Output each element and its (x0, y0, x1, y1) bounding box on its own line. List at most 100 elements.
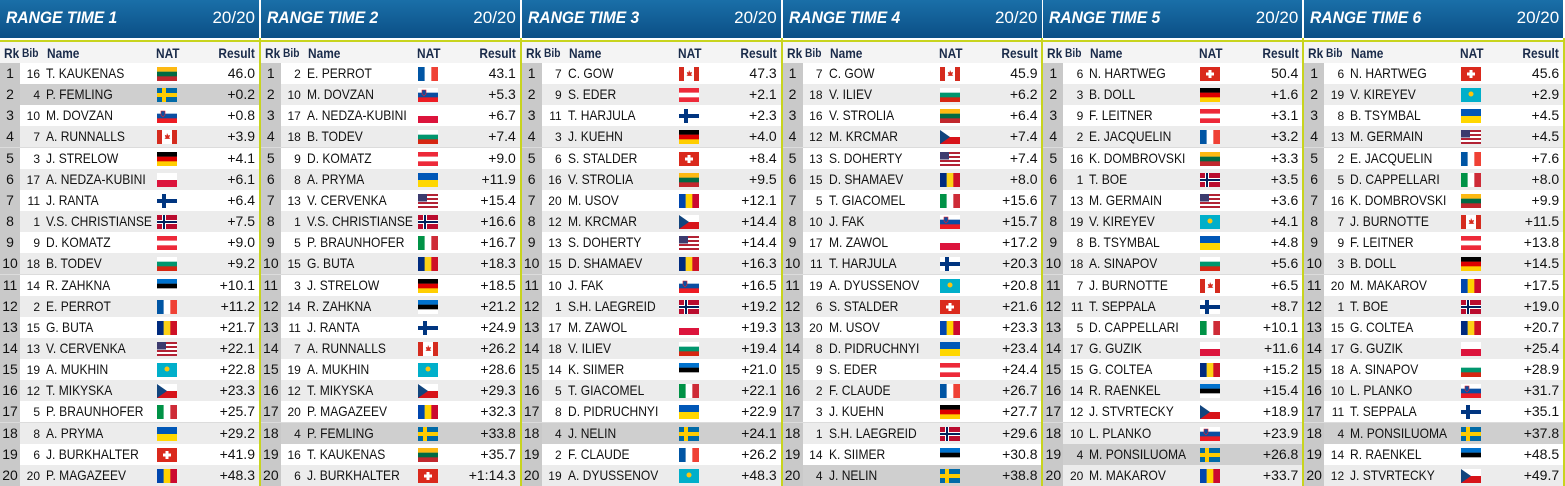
panel-header: RANGE TIME 5 20/20 (1043, 0, 1303, 38)
column-label: Rk (1047, 45, 1063, 61)
nation-flag (417, 341, 438, 356)
bib: 18 (548, 341, 562, 356)
rank: 5 (521, 147, 542, 169)
nation-flag (1200, 341, 1221, 356)
column-label: NAT (1460, 45, 1484, 61)
nation-flag (1461, 384, 1482, 399)
bib: 9 (815, 363, 823, 378)
rank: 18 (0, 422, 20, 444)
athlete-name: L. PLANKO (1350, 382, 1413, 399)
bib: 13 (1069, 193, 1084, 208)
result-row: 11 20 M. MAKAROV +17.5 (1304, 274, 1564, 297)
rank: 6 (1304, 168, 1325, 190)
result-row: 1 6 N. HARTWEG 45.6 (1304, 63, 1564, 85)
result: +21.7 (219, 318, 255, 335)
rank: 3 (260, 105, 281, 127)
nation-flag (939, 172, 960, 187)
result-row: 15 9 S. EDER +24.4 (782, 359, 1042, 382)
nation-flag (678, 320, 699, 335)
rank: 20 (521, 464, 542, 486)
athlete-name: A. MUKHIN (46, 361, 109, 378)
result-row: 16 10 L. PLANKO +31.7 (1304, 380, 1564, 403)
rank: 13 (1304, 316, 1325, 338)
nation-flag (939, 151, 960, 166)
athlete-name: D. PIDRUCHNYI (828, 339, 919, 356)
column-label: Result (1261, 45, 1299, 61)
result-row: 12 11 T. SEPPALA +8.7 (1043, 295, 1303, 318)
panel-header: RANGE TIME 4 20/20 (782, 0, 1042, 38)
bib: 11 (810, 257, 823, 272)
result: +4.5 (1531, 128, 1560, 145)
nation-flag (678, 405, 699, 420)
nation-flag (939, 447, 960, 462)
bib: 5 (1076, 320, 1084, 335)
bib: 17 (1330, 341, 1345, 356)
nation-flag (1461, 172, 1482, 187)
result: +19.2 (741, 297, 777, 314)
bib: 4 (33, 88, 40, 103)
nation-flag (678, 278, 699, 293)
nation-flag (939, 193, 960, 208)
result: +41.9 (219, 445, 255, 462)
athlete-name: E. PERROT (306, 65, 372, 81)
athlete-name: G. GUZIK (1089, 339, 1143, 356)
athlete-name: T. BOE (1089, 170, 1128, 187)
athlete-name: J. RANTA (46, 191, 99, 208)
athlete-name: V. CERVENKA (306, 191, 387, 208)
bib: 6 (1337, 67, 1345, 81)
bib: 20 (809, 320, 823, 335)
rank: 6 (0, 168, 20, 190)
bib: 1 (1076, 172, 1084, 187)
bib: 5 (815, 193, 823, 208)
athlete-name: E. JACQUELIN (1350, 149, 1433, 166)
athlete-name: J. BURNOTTE (1350, 213, 1430, 230)
bib: 7 (815, 67, 823, 81)
rank: 13 (0, 316, 20, 338)
result: +25.7 (219, 403, 255, 420)
athlete-name: T. KAUKENAS (306, 445, 386, 462)
column-label: Bib (1065, 46, 1082, 60)
result-row: 9 9 F. LEITNER +13.8 (1304, 232, 1564, 255)
result-row: 13 15 G. BUTA +21.7 (0, 316, 259, 339)
result-row: 17 20 P. MAGAZEEV +32.3 (260, 401, 520, 424)
result: +26.2 (741, 445, 777, 462)
result: +26.2 (480, 339, 516, 356)
result-row: 2 10 M. DOVZAN +5.3 (260, 84, 520, 107)
result: +3.2 (1270, 128, 1299, 145)
result-row: 17 11 T. SEPPALA +35.1 (1304, 401, 1564, 424)
nation-flag (1200, 405, 1221, 420)
nation-flag (939, 215, 960, 230)
result-row: 3 10 M. DOVZAN +0.8 (0, 105, 259, 128)
nation-flag (678, 67, 699, 81)
bib: 2 (815, 384, 823, 399)
result-row: 13 11 J. RANTA +24.9 (260, 316, 520, 339)
result: 45.6 (1531, 65, 1560, 81)
column-label: Bib (543, 46, 561, 60)
nation-flag (678, 109, 699, 124)
nation-flag (157, 236, 177, 251)
rank: 10 (0, 253, 20, 275)
result-row: 9 17 M. ZAWOL +17.2 (782, 232, 1042, 255)
bib: 3 (1337, 257, 1345, 272)
result: +22.9 (741, 403, 777, 420)
athlete-name: S. EDER (567, 86, 616, 103)
result-row: 16 5 T. GIACOMEL +22.1 (521, 380, 781, 403)
rank: 15 (1304, 359, 1325, 381)
nation-flag (1200, 215, 1221, 230)
bib: 19 (1330, 88, 1345, 103)
athlete-name: B. TSYMBAL (1350, 107, 1421, 124)
athlete-name: A. NEDZA-KUBINI (306, 107, 407, 124)
rank: 10 (260, 253, 281, 275)
result: +6.4 (227, 191, 255, 208)
rank: 9 (0, 232, 20, 254)
bib: 14 (809, 447, 823, 462)
nation-flag (417, 236, 438, 251)
bib: 2 (294, 67, 301, 81)
athlete-name: M. DOVZAN (46, 107, 113, 124)
athlete-name: P. FEMLING (306, 424, 374, 441)
bib: 4 (1076, 447, 1084, 462)
nation-flag (417, 278, 438, 293)
athlete-name: G. COLTEA (1350, 318, 1414, 335)
result-row: 3 17 A. NEDZA-KUBINI +6.7 (260, 105, 520, 128)
athlete-name: K. DOMBROVSKI (1089, 149, 1186, 166)
